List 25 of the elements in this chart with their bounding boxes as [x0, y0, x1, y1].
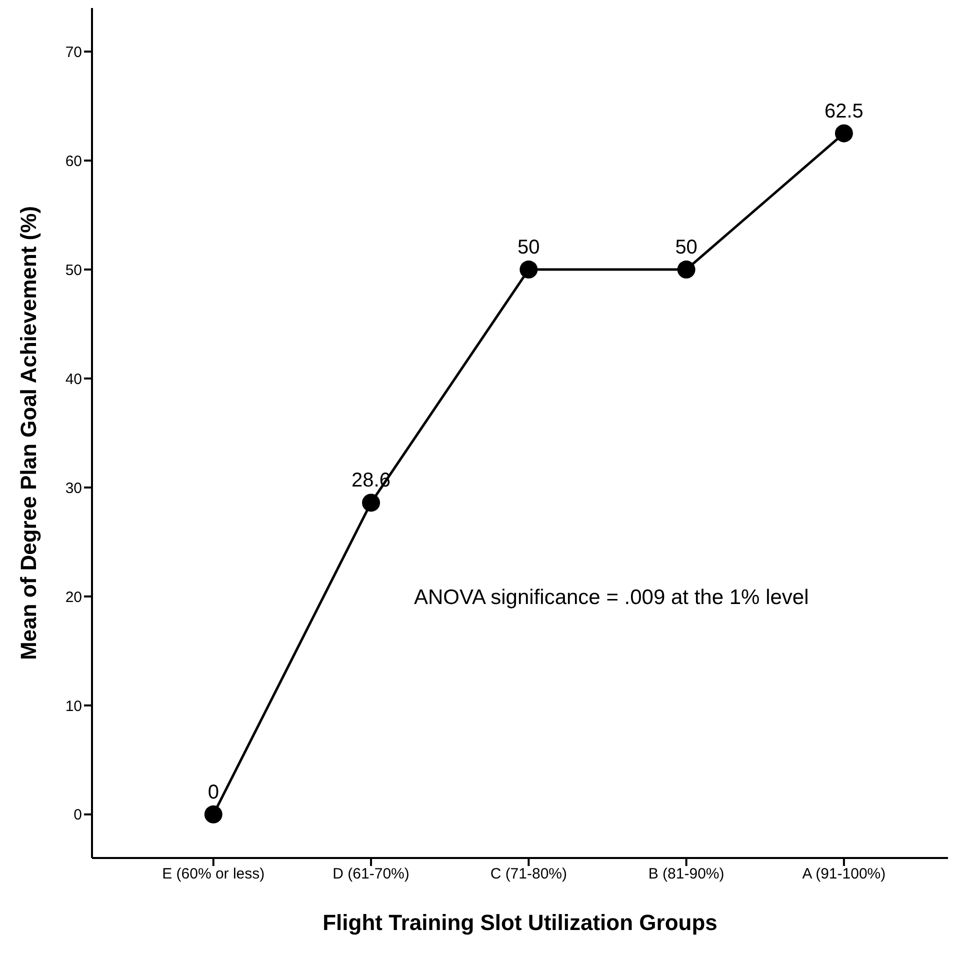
y-tick-label: 20 [65, 588, 82, 606]
x-tick-label: E (60% or less) [162, 866, 265, 883]
y-axis-title: Mean of Degree Plan Goal Achievement (%) [16, 206, 41, 660]
x-tick-label: A (91-100%) [802, 866, 886, 883]
y-tick-label: 10 [65, 698, 82, 715]
x-tick-label: B (81-90%) [648, 866, 724, 883]
data-label: 50 [518, 236, 540, 259]
point [362, 494, 380, 512]
data-label: 0 [208, 781, 219, 804]
y-tick-label: 40 [65, 370, 82, 388]
point [520, 260, 538, 279]
y-tick-label: 50 [65, 262, 82, 279]
y-tick-label: 60 [65, 152, 82, 170]
data-label: 62.5 [824, 100, 864, 122]
x-tick-label: C (71-80%) [490, 866, 568, 883]
x-tick-label: D (61-70%) [332, 866, 410, 883]
x-axis-title: Flight Training Slot Utilization Groups [322, 910, 718, 935]
data-label: 50 [675, 236, 698, 259]
y-tick-label: 30 [65, 480, 82, 497]
annotation: ANOVA significance = .009 at the 1% level [414, 586, 809, 610]
point [677, 260, 696, 279]
y-tick-label: 0 [74, 806, 82, 824]
y-tick-label: 70 [65, 44, 82, 61]
point [834, 124, 853, 142]
point [204, 805, 222, 824]
